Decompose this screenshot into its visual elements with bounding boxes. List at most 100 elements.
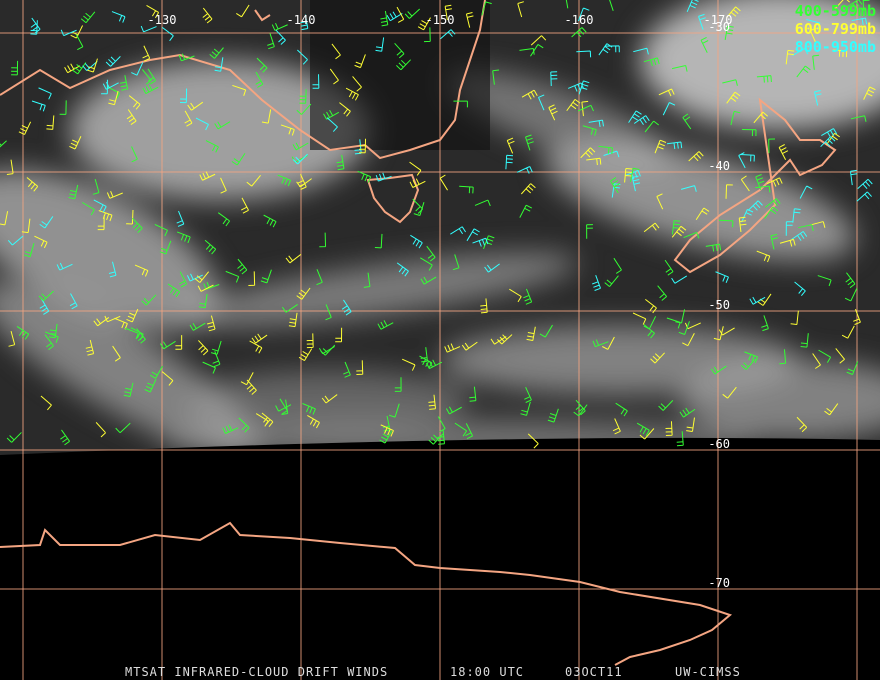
wind-barb bbox=[821, 128, 838, 138]
wind-barb bbox=[101, 79, 108, 95]
wind-barb bbox=[374, 233, 383, 249]
wind-barb bbox=[722, 386, 737, 399]
wind-barb bbox=[123, 382, 134, 397]
wind-barb bbox=[756, 250, 771, 263]
wind-barb bbox=[6, 159, 14, 175]
wind-barb bbox=[565, 0, 569, 9]
wind-barb bbox=[222, 424, 239, 434]
wind-barb bbox=[770, 233, 779, 250]
wind-barb bbox=[321, 394, 338, 404]
wind-barb bbox=[131, 62, 144, 76]
wind-barb bbox=[577, 104, 594, 112]
wind-barb bbox=[354, 139, 362, 155]
wind-barb bbox=[255, 71, 264, 88]
wind-barb bbox=[0, 140, 7, 148]
wind-barb bbox=[375, 37, 385, 52]
wind-barb bbox=[588, 119, 604, 127]
wind-barb bbox=[465, 12, 474, 28]
wind-barb bbox=[631, 175, 641, 192]
longitude-label: -140 bbox=[287, 13, 316, 27]
longitude-label: -130 bbox=[148, 13, 177, 27]
legend-entry: 400-599mb bbox=[795, 2, 876, 20]
wind-barb bbox=[202, 7, 213, 24]
wind-barb bbox=[69, 136, 82, 150]
wind-barb bbox=[679, 407, 696, 418]
wind-barb bbox=[794, 281, 806, 297]
wind-barb bbox=[645, 298, 657, 314]
wind-barb bbox=[312, 74, 320, 89]
wind-barb bbox=[610, 177, 620, 194]
wind-barb bbox=[26, 177, 39, 192]
wind-barb bbox=[275, 29, 286, 45]
wind-barb bbox=[8, 331, 16, 347]
wind-barb bbox=[420, 347, 428, 363]
wind-barb bbox=[643, 57, 660, 67]
wind-barb bbox=[738, 152, 746, 169]
wind-barb bbox=[126, 109, 137, 126]
wind-barb bbox=[615, 402, 628, 417]
wind-barb bbox=[796, 65, 811, 78]
wind-barb bbox=[698, 13, 706, 30]
wind-barb bbox=[60, 429, 70, 446]
coastlines bbox=[0, 0, 837, 666]
wind-barb bbox=[863, 86, 876, 100]
wind-barb bbox=[30, 17, 41, 34]
wind-barb bbox=[428, 433, 444, 445]
wind-barb bbox=[571, 27, 587, 38]
wind-barb bbox=[474, 199, 491, 207]
wind-barb bbox=[632, 312, 647, 325]
wind-barb bbox=[846, 0, 863, 9]
wind-barb bbox=[715, 271, 729, 283]
wind-barb bbox=[519, 47, 535, 55]
wind-barb bbox=[844, 288, 858, 302]
wind-barb bbox=[159, 340, 176, 350]
wind-barb bbox=[602, 336, 615, 350]
wind-barb bbox=[343, 361, 351, 378]
wind-barb bbox=[108, 91, 119, 106]
wind-barb bbox=[484, 263, 500, 273]
wind-barb bbox=[39, 298, 50, 315]
wind-barb bbox=[335, 327, 343, 343]
wind-barb bbox=[444, 343, 461, 353]
wind-barb bbox=[862, 0, 870, 12]
wind-barb bbox=[297, 173, 307, 190]
wind-barb bbox=[298, 348, 313, 362]
wind-barb bbox=[465, 423, 474, 440]
wind-barb bbox=[214, 57, 224, 72]
wind-barb bbox=[538, 94, 545, 111]
wind-barb bbox=[722, 79, 738, 86]
wind-barb bbox=[69, 293, 78, 310]
wind-barb bbox=[586, 157, 602, 166]
wind-barb bbox=[261, 109, 272, 124]
wind-barb bbox=[40, 395, 52, 411]
wind-barb bbox=[16, 325, 30, 340]
wind-barb bbox=[23, 243, 35, 258]
wind-barb bbox=[318, 345, 335, 355]
wind-barb bbox=[547, 408, 559, 423]
wind-barb bbox=[128, 95, 141, 110]
latitude-label: -30 bbox=[708, 20, 730, 34]
wind-barb bbox=[299, 89, 307, 104]
wind-barb bbox=[394, 42, 405, 59]
wind-barb bbox=[812, 353, 821, 369]
wind-barb bbox=[302, 403, 316, 415]
wind-barb bbox=[658, 88, 675, 97]
wind-barb bbox=[396, 262, 409, 277]
wind-barb bbox=[718, 327, 735, 336]
wind-barb bbox=[64, 63, 81, 74]
wind-barb bbox=[481, 1, 492, 16]
wind-barb bbox=[132, 217, 143, 233]
wind-barb bbox=[636, 422, 650, 436]
wind-barb bbox=[280, 124, 295, 136]
wind-barb bbox=[81, 202, 95, 216]
wind-barb bbox=[18, 121, 32, 135]
wind-barb bbox=[396, 59, 411, 71]
footer-product: MTSAT INFRARED-CLOUD DRIFT WINDS bbox=[125, 665, 388, 679]
wind-barb bbox=[577, 7, 590, 22]
wind-barb bbox=[713, 326, 724, 341]
wind-barb bbox=[323, 110, 340, 120]
longitude-label: -160 bbox=[565, 13, 594, 27]
wind-barb bbox=[586, 224, 593, 239]
wind-barb bbox=[480, 298, 488, 314]
